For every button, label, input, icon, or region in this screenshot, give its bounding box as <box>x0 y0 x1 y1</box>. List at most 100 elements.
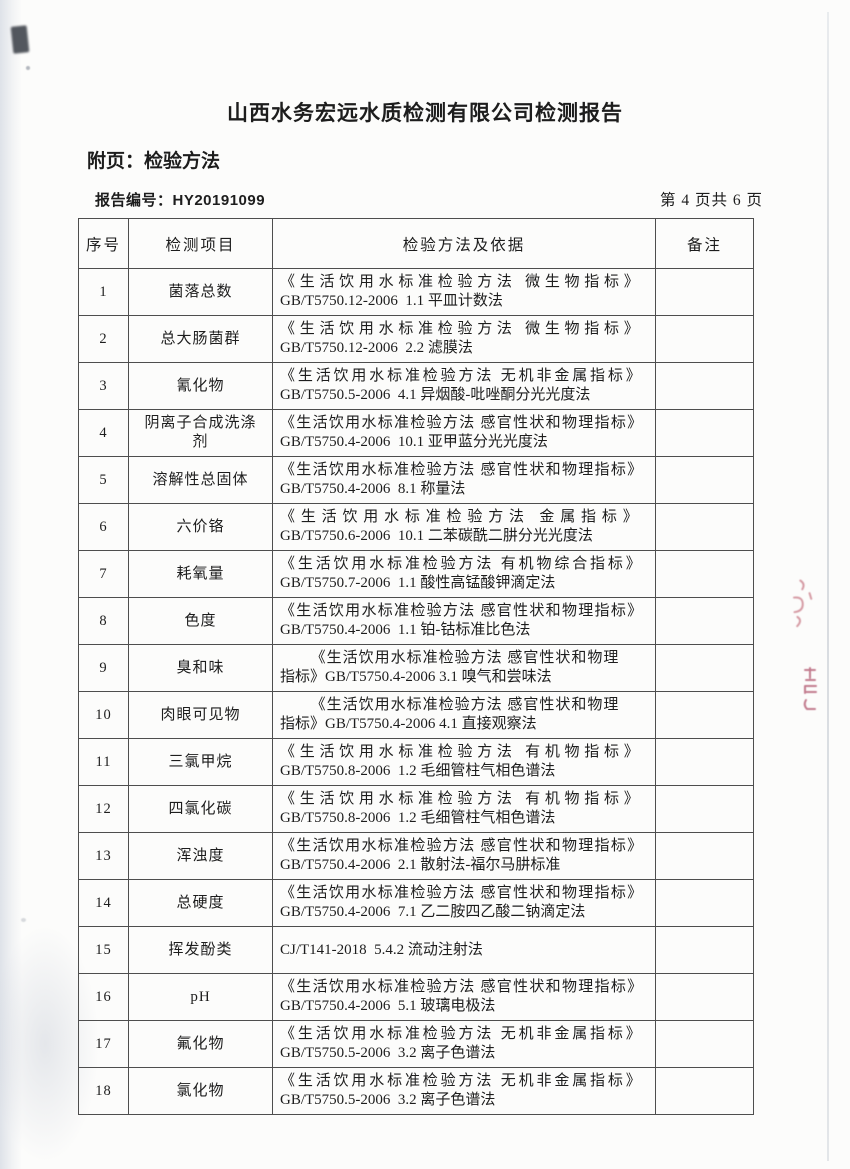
method-line: GB/T5750.5-2006 3.2 离子色谱法 <box>280 1045 496 1061</box>
scan-speck <box>21 918 26 922</box>
test-method: 《生活饮用水标准检验方法 感官性状和物理指标》GB/T5750.4-2006 4… <box>272 691 656 739</box>
method-line: 《生活饮用水标准检验方法 感官性状和物理 <box>310 650 620 666</box>
table-row: 18 氯化物 《生活饮用水标准检验方法 无机非金属指标》 GB/T5750.5-200… <box>78 1067 754 1115</box>
row-number: 7 <box>78 550 129 598</box>
test-item: 耗氧量 <box>128 550 273 598</box>
table-row: 10 肉眼可见物 《生活饮用水标准检验方法 感官性状和物理 指标》GB/T5750.4… <box>78 691 754 739</box>
stamp-bleed-mark <box>793 579 813 628</box>
method-line: 《生活饮用水标准检验方法 感官性状和物理指标》 <box>280 838 644 854</box>
test-item: 色度 <box>128 597 273 645</box>
test-item: 六价铬 <box>128 503 273 551</box>
row-number: 4 <box>78 409 129 457</box>
table-row: 2 总大肠菌群 《生活饮用水标准检验方法 微生物指标》 GB/T5750.12-200… <box>78 315 754 363</box>
method-line: GB/T5750.6-2006 10.1 二苯碳酰二肼分光光度法 <box>280 528 593 544</box>
test-method: 《生活饮用水标准检验方法 有机物综合指标》 GB/T5750.7-2006 1.1… <box>272 550 656 598</box>
remark <box>655 315 754 363</box>
row-number: 11 <box>78 738 129 786</box>
remark <box>655 926 754 974</box>
remark <box>655 409 754 457</box>
row-number: 15 <box>78 926 129 974</box>
scan-speck <box>26 66 30 70</box>
method-line: 指标》GB/T5750.4-2006 4.1 直接观察法 <box>280 716 537 732</box>
report-number: 报告编号：HY20191099 <box>95 192 266 209</box>
test-method: 《生活饮用水标准检验方法 感官性状和物理指标》 GB/T5750.4-2006 1… <box>272 409 656 457</box>
method-line: GB/T5750.5-2006 3.2 离子色谱法 <box>280 1092 496 1108</box>
method-line: 《生活饮用水标准检验方法 无机非金属指标》 <box>280 1026 644 1042</box>
row-number: 8 <box>78 597 129 645</box>
test-item: 氟化物 <box>128 1020 273 1068</box>
test-method: 《生活饮用水标准检验方法 有机物指标》 GB/T5750.8-2006 1.2 毛… <box>272 738 656 786</box>
test-method: 《生活饮用水标准检验方法 无机非金属指标》 GB/T5750.5-2006 3.2… <box>272 1020 656 1068</box>
test-method: 《生活饮用水标准检验方法 感官性状和物理指标》 GB/T5750.4-2006 2… <box>272 832 656 880</box>
scan-left-shadow <box>0 0 22 1169</box>
test-item: 总硬度 <box>128 879 273 927</box>
remark <box>655 503 754 551</box>
test-item: 浑浊度 <box>128 832 273 880</box>
methods-table-body: 1 菌落总数 《生活饮用水标准检验方法 微生物指标》 GB/T5750.12-2006… <box>78 268 754 1115</box>
method-line: 《生活饮用水标准检验方法 微生物指标》 <box>280 321 644 337</box>
test-method: 《生活饮用水标准检验方法 金属指标》 GB/T5750.6-2006 10.1 二… <box>272 503 656 551</box>
table-header-row: 序号 检测项目 检验方法及依据 备注 <box>78 218 754 269</box>
remark <box>655 691 754 739</box>
method-line: 《生活饮用水标准检验方法 微生物指标》 <box>280 274 644 290</box>
test-method: 《生活饮用水标准检验方法 微生物指标》 GB/T5750.12-2006 2.2 … <box>272 315 656 363</box>
method-line: 《生活饮用水标准检验方法 无机非金属指标》 <box>280 368 644 384</box>
test-item: pH <box>128 973 273 1021</box>
row-number: 13 <box>78 832 129 880</box>
method-line: GB/T5750.8-2006 1.2 毛细管柱气相色谱法 <box>280 763 556 779</box>
report-title: 山西水务宏远水质检测有限公司检测报告 <box>227 102 623 125</box>
table-row: 1 菌落总数 《生活饮用水标准检验方法 微生物指标》 GB/T5750.12-2006… <box>78 268 754 316</box>
method-line: 《生活饮用水标准检验方法 感官性状和物理指标》 <box>280 415 644 431</box>
table-row: 3 氰化物 《生活饮用水标准检验方法 无机非金属指标》 GB/T5750.5-2006… <box>78 362 754 410</box>
table-row: 13 浑浊度 《生活饮用水标准检验方法 感官性状和物理指标》 GB/T5750.4-2… <box>78 832 754 880</box>
method-line: GB/T5750.8-2006 1.2 毛细管柱气相色谱法 <box>280 810 556 826</box>
remark <box>655 1020 754 1068</box>
col-header-remark: 备注 <box>655 218 754 269</box>
table-row: 14 总硬度 《生活饮用水标准检验方法 感官性状和物理指标》 GB/T5750.4-2… <box>78 879 754 927</box>
table-row: 15 挥发酚类 CJ/T141-2018 5.4.2 流动注射法 <box>78 926 754 974</box>
test-method: 《生活饮用水标准检验方法 有机物指标》 GB/T5750.8-2006 1.2 毛… <box>272 785 656 833</box>
row-number: 6 <box>78 503 129 551</box>
row-number: 16 <box>78 973 129 1021</box>
method-line: GB/T5750.7-2006 1.1 酸性高锰酸钾滴定法 <box>280 575 556 591</box>
test-method: 《生活饮用水标准检验方法 微生物指标》 GB/T5750.12-2006 1.1 … <box>272 268 656 316</box>
method-line: GB/T5750.4-2006 1.1 铂-钴标准比色法 <box>280 622 531 638</box>
remark <box>655 268 754 316</box>
test-method: 《生活饮用水标准检验方法 感官性状和物理指标》 GB/T5750.4-2006 7… <box>272 879 656 927</box>
method-line: 《生活饮用水标准检验方法 有机物指标》 <box>280 744 644 760</box>
test-item: 三氯甲烷 <box>128 738 273 786</box>
table-row: 9 臭和味 《生活饮用水标准检验方法 感官性状和物理 指标》GB/T5750.4-20… <box>78 644 754 692</box>
remark <box>655 644 754 692</box>
method-line: 《生活饮用水标准检验方法 感官性状和物理指标》 <box>280 885 644 901</box>
scan-corner-mark <box>10 25 30 54</box>
row-number: 17 <box>78 1020 129 1068</box>
remark <box>655 362 754 410</box>
row-number: 2 <box>78 315 129 363</box>
row-number: 10 <box>78 691 129 739</box>
test-method: 《生活饮用水标准检验方法 感官性状和物理指标》 GB/T5750.4-2006 5… <box>272 973 656 1021</box>
method-line: 《生活饮用水标准检验方法 感官性状和物理 <box>310 697 620 713</box>
table-row: 4 阴离子合成洗涤 剂《生活饮用水标准检验方法 感官性状和物理指标》 GB/T575… <box>78 409 754 457</box>
remark <box>655 1067 754 1115</box>
table-row: 12 四氯化碳 《生活饮用水标准检验方法 有机物指标》 GB/T5750.8-2006… <box>78 785 754 833</box>
page-indicator: 第 4 页共 6 页 <box>659 192 763 209</box>
method-line: 《生活饮用水标准检验方法 有机物综合指标》 <box>280 556 644 572</box>
row-number: 12 <box>78 785 129 833</box>
method-line: CJ/T141-2018 5.4.2 流动注射法 <box>280 941 483 958</box>
method-line: GB/T5750.12-2006 2.2 滤膜法 <box>280 340 473 356</box>
test-method: 《生活饮用水标准检验方法 感官性状和物理指标》 GB/T5750.4-2006 1… <box>272 597 656 645</box>
method-line: GB/T5750.4-2006 5.1 玻璃电极法 <box>280 998 496 1014</box>
remark <box>655 550 754 598</box>
test-item: 四氯化碳 <box>128 785 273 833</box>
test-item: 总大肠菌群 <box>128 315 273 363</box>
test-item: 臭和味 <box>128 644 273 692</box>
remark <box>655 738 754 786</box>
stamp-bleed-mark <box>803 667 817 710</box>
col-header-method: 检验方法及依据 <box>272 218 656 269</box>
test-item: 肉眼可见物 <box>128 691 273 739</box>
remark <box>655 973 754 1021</box>
col-header-number: 序号 <box>78 218 129 269</box>
test-item: 阴离子合成洗涤 剂 <box>128 409 273 457</box>
remark <box>655 456 754 504</box>
